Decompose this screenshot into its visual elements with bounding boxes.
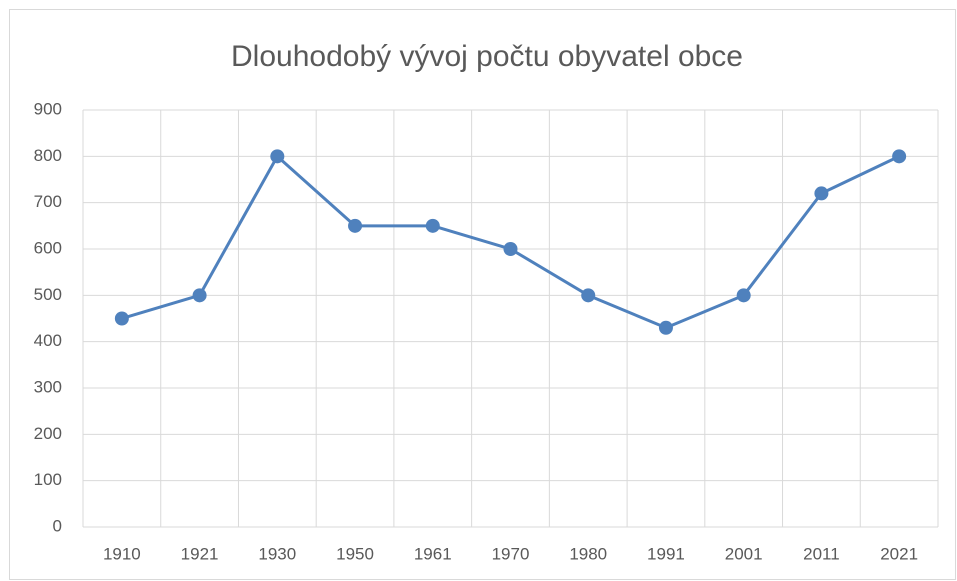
y-tick-label: 800: [34, 146, 62, 165]
x-tick-label: 1950: [336, 544, 374, 563]
data-point: [892, 149, 907, 164]
data-point: [736, 288, 751, 303]
y-tick-label: 500: [34, 285, 62, 304]
data-point: [658, 320, 673, 335]
x-tick-label: 2011: [803, 544, 840, 563]
x-tick-label: 1930: [258, 544, 296, 563]
data-point: [425, 218, 440, 233]
y-tick-label: 900: [34, 99, 62, 118]
data-point: [503, 242, 518, 256]
chart-border: [9, 9, 956, 580]
x-tick-label: 1970: [492, 544, 530, 563]
y-tick-label: 700: [34, 192, 62, 211]
y-tick-label: 100: [34, 470, 62, 489]
data-point: [814, 186, 829, 201]
y-tick-label: 400: [34, 331, 62, 350]
y-tick-label: 300: [34, 377, 62, 396]
x-tick-label: 1991: [647, 544, 685, 563]
x-tick-label: 2021: [880, 544, 918, 563]
x-tick-label: 1921: [181, 544, 219, 563]
y-tick-label: 0: [53, 516, 62, 535]
data-point: [192, 288, 207, 303]
x-tick-label: 1961: [414, 544, 452, 563]
data-point: [581, 288, 596, 303]
y-tick-label: 200: [34, 424, 62, 443]
x-tick-label: 1910: [103, 544, 141, 563]
y-tick-label: 600: [34, 238, 62, 257]
x-tick-label: 1980: [569, 544, 607, 563]
data-point: [270, 149, 285, 164]
chart-title: Dlouhodobý vývoj počtu obyvatel obce: [231, 40, 743, 73]
x-tick-label: 2001: [725, 544, 763, 563]
data-point: [348, 218, 363, 233]
data-point: [114, 311, 129, 326]
